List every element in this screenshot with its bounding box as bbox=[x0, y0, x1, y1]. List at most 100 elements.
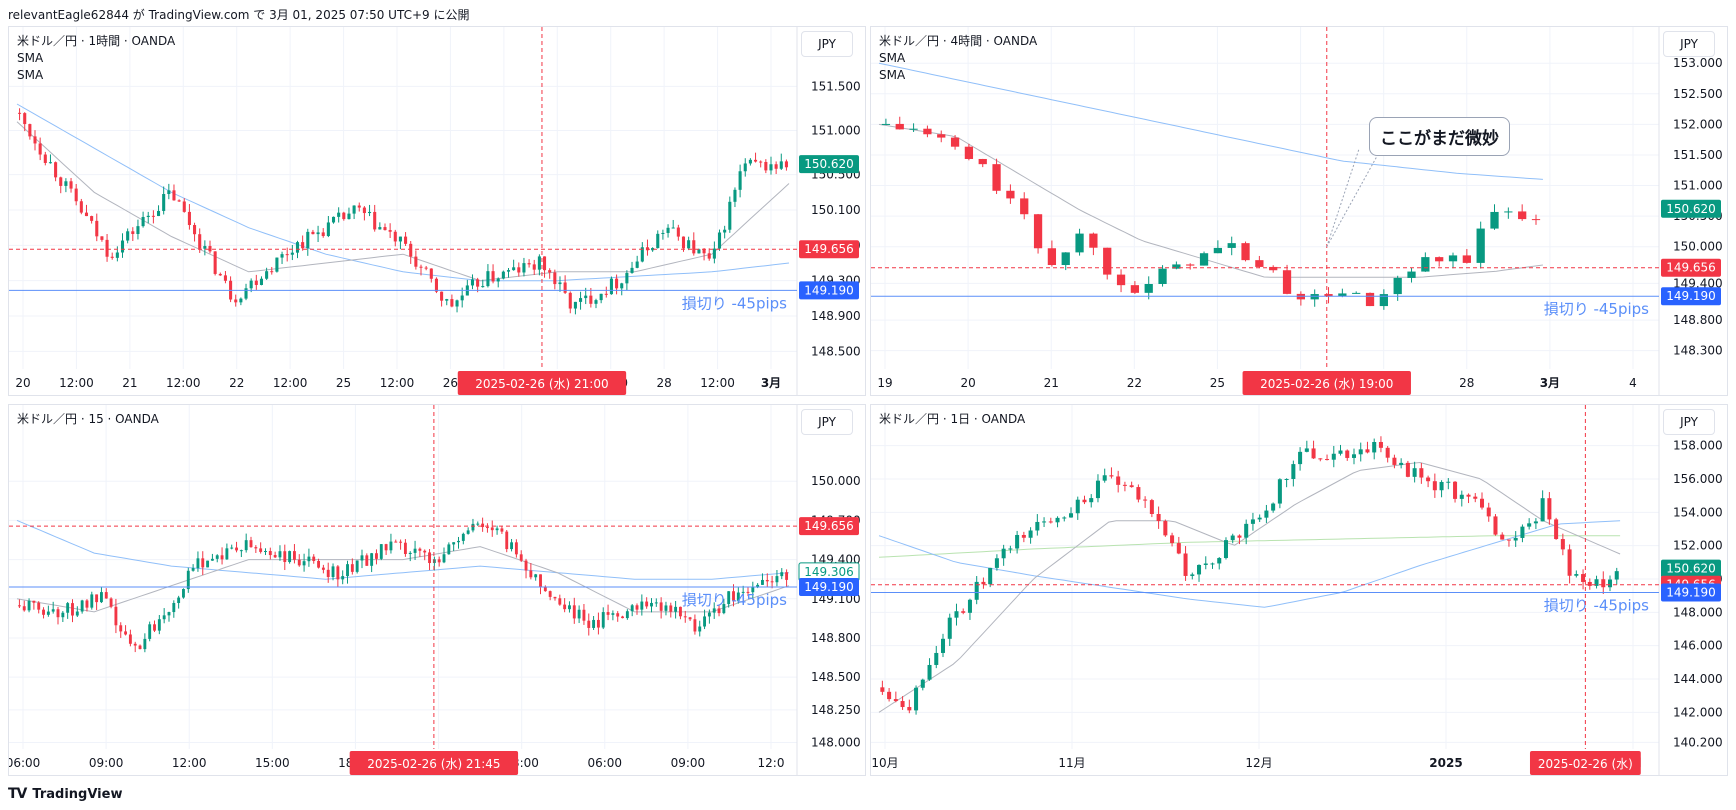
chart-panel-15m[interactable]: 150.000149.700149.400149.100148.800148.5… bbox=[8, 404, 866, 776]
candle-up bbox=[368, 211, 372, 214]
candle-up bbox=[741, 591, 745, 593]
annotation-callout[interactable]: ここがまだ微妙 bbox=[1369, 117, 1510, 156]
candle-down bbox=[582, 609, 586, 621]
candle-up bbox=[1203, 563, 1208, 565]
indicator-sma-1[interactable]: SMA bbox=[17, 51, 44, 65]
candle-down bbox=[419, 266, 423, 268]
candle-up bbox=[244, 540, 248, 551]
candle-up bbox=[264, 551, 267, 553]
currency-button[interactable]: JPY bbox=[1663, 31, 1715, 57]
candle-up bbox=[1230, 535, 1235, 541]
candle-down bbox=[785, 572, 789, 580]
candle-up bbox=[1089, 498, 1094, 503]
currency-button[interactable]: JPY bbox=[801, 31, 853, 57]
chart-panel-1h[interactable]: 151.500151.000150.500150.100149.700149.3… bbox=[8, 26, 866, 396]
candle-up bbox=[579, 298, 583, 302]
candle-up bbox=[442, 554, 446, 563]
candle-up bbox=[1407, 271, 1416, 278]
y-tick-label: 148.000 bbox=[811, 735, 861, 749]
x-tick-label: 2025 bbox=[1429, 756, 1462, 770]
candle-up bbox=[707, 612, 711, 617]
candle-down bbox=[95, 594, 99, 603]
candle-up bbox=[457, 540, 460, 543]
indicator-sma-2[interactable]: SMA bbox=[17, 68, 44, 82]
candle-down bbox=[321, 567, 325, 570]
candle-down bbox=[514, 542, 518, 555]
price-badge-label: 149.306 bbox=[804, 565, 854, 579]
chart-panel-1d[interactable]: 158.000156.000154.000152.000150.000148.0… bbox=[870, 404, 1728, 776]
candle-down bbox=[434, 278, 438, 292]
candle-up bbox=[302, 561, 306, 566]
candle-up bbox=[1291, 464, 1296, 479]
candle-down bbox=[893, 699, 898, 702]
x-tick-label: 22 bbox=[1127, 376, 1142, 390]
candle-down bbox=[774, 164, 778, 169]
candle-down bbox=[105, 239, 109, 257]
candle-down bbox=[517, 267, 521, 273]
candle-down bbox=[1325, 459, 1330, 461]
candle-up bbox=[1338, 450, 1343, 454]
candle-up bbox=[239, 550, 243, 552]
candle-down bbox=[589, 295, 593, 304]
candle-up bbox=[470, 279, 475, 286]
candle-down bbox=[563, 604, 567, 610]
candle-down bbox=[437, 559, 441, 563]
candle-up bbox=[341, 576, 345, 580]
candle-down bbox=[283, 551, 287, 563]
candle-up bbox=[1504, 211, 1513, 213]
candle-up bbox=[1217, 558, 1222, 564]
candle-down bbox=[981, 581, 986, 585]
candle-down bbox=[22, 606, 26, 611]
candle-up bbox=[664, 605, 668, 611]
candle-up bbox=[1075, 233, 1084, 253]
candle-down bbox=[532, 264, 536, 270]
candle-up bbox=[712, 248, 716, 259]
candle-down bbox=[429, 268, 433, 279]
candle-up bbox=[584, 295, 588, 299]
candle-up bbox=[27, 600, 31, 611]
candle-down bbox=[1453, 481, 1458, 499]
x-tick-label: 09:00 bbox=[671, 756, 706, 770]
candle-down bbox=[1241, 243, 1250, 261]
chart-panel-4h[interactable]: 153.000152.500152.000151.500151.000150.5… bbox=[870, 26, 1728, 396]
sma-gray-line bbox=[16, 121, 790, 282]
candle-down bbox=[74, 188, 78, 202]
price-badge-label: 150.620 bbox=[1666, 562, 1716, 576]
candle-down bbox=[1183, 553, 1188, 576]
candle-down bbox=[937, 134, 946, 138]
indicator-sma-1[interactable]: SMA bbox=[879, 51, 906, 65]
candle-down bbox=[95, 220, 99, 237]
candle-up bbox=[370, 553, 374, 566]
candle-down bbox=[1021, 534, 1026, 538]
candle-down bbox=[645, 601, 649, 607]
candle-down bbox=[1493, 516, 1498, 535]
candle-down bbox=[770, 581, 774, 583]
candle-down bbox=[153, 624, 156, 631]
candle-up bbox=[1608, 579, 1613, 588]
candle-up bbox=[66, 603, 70, 613]
candle-up bbox=[1172, 264, 1181, 269]
candle-down bbox=[357, 205, 361, 208]
candle-up bbox=[687, 240, 691, 249]
x-tick-label: 25 bbox=[1210, 376, 1225, 390]
candle-down bbox=[895, 123, 904, 130]
candle-up bbox=[337, 212, 341, 217]
candle-down bbox=[1419, 468, 1424, 478]
candle-up bbox=[1102, 475, 1107, 481]
candle-up bbox=[988, 567, 993, 585]
candle-down bbox=[1020, 198, 1029, 215]
candle-up bbox=[743, 163, 747, 172]
currency-button[interactable]: JPY bbox=[801, 409, 853, 435]
candle-up bbox=[75, 611, 79, 616]
candle-down bbox=[1109, 475, 1114, 477]
candle-down bbox=[285, 254, 289, 256]
indicator-sma-2[interactable]: SMA bbox=[879, 68, 906, 82]
candle-down bbox=[17, 605, 21, 607]
currency-button[interactable]: JPY bbox=[1663, 409, 1715, 435]
candle-down bbox=[1047, 248, 1057, 266]
footer-brand[interactable]: TV TradingView bbox=[8, 786, 122, 802]
candle-down bbox=[187, 211, 191, 226]
y-tick-label: 151.000 bbox=[811, 124, 861, 138]
candle-up bbox=[994, 558, 999, 568]
candle-up bbox=[738, 171, 742, 190]
